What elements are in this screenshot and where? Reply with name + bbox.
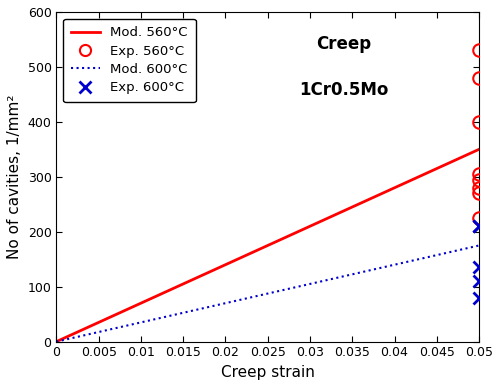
Y-axis label: No of cavities, 1/mm²: No of cavities, 1/mm² [7,94,22,259]
Text: 1Cr0.5Mo: 1Cr0.5Mo [299,81,388,99]
Legend: Mod. 560°C, Exp. 560°C, Mod. 600°C, Exp. 600°C: Mod. 560°C, Exp. 560°C, Mod. 600°C, Exp.… [63,19,196,102]
X-axis label: Creep strain: Creep strain [221,365,314,380]
Text: Creep: Creep [316,35,372,53]
